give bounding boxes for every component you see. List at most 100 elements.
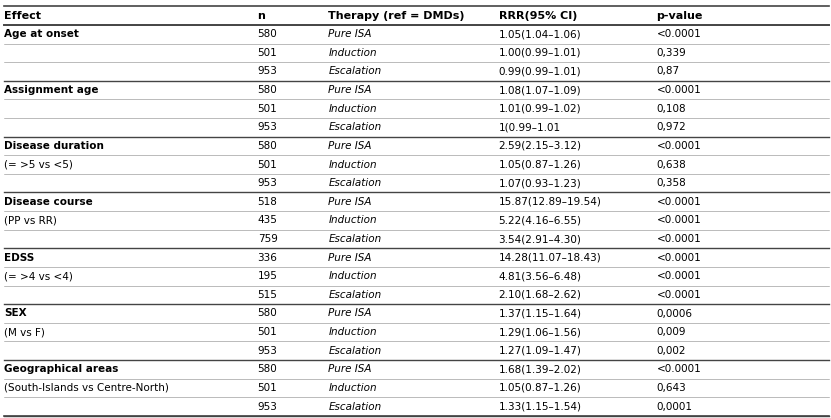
- Text: 1.68(1.39–2.02): 1.68(1.39–2.02): [499, 364, 582, 375]
- Text: <0.0001: <0.0001: [656, 252, 701, 263]
- Text: 0,87: 0,87: [656, 66, 680, 76]
- Text: 953: 953: [258, 66, 278, 76]
- Text: Escalation: Escalation: [328, 178, 381, 188]
- Text: 580: 580: [258, 85, 278, 95]
- Text: Escalation: Escalation: [328, 234, 381, 244]
- Text: 515: 515: [258, 290, 278, 300]
- Text: 1.05(0.87–1.26): 1.05(0.87–1.26): [499, 160, 582, 170]
- Text: Induction: Induction: [328, 383, 377, 393]
- Text: Pure ISA: Pure ISA: [328, 252, 371, 263]
- Text: <0.0001: <0.0001: [656, 29, 701, 39]
- Text: RRR(95% CI): RRR(95% CI): [499, 10, 577, 20]
- Text: (PP vs RR): (PP vs RR): [4, 215, 57, 225]
- Text: <0.0001: <0.0001: [656, 364, 701, 375]
- Text: n: n: [258, 10, 265, 20]
- Text: <0.0001: <0.0001: [656, 197, 701, 207]
- Text: (= >4 vs <4): (= >4 vs <4): [4, 271, 73, 281]
- Text: p-value: p-value: [656, 10, 703, 20]
- Text: Escalation: Escalation: [328, 402, 381, 412]
- Text: 0.99(0.99–1.01): 0.99(0.99–1.01): [499, 66, 581, 76]
- Text: Escalation: Escalation: [328, 122, 381, 133]
- Text: 0,638: 0,638: [656, 160, 686, 170]
- Text: 1.08(1.07–1.09): 1.08(1.07–1.09): [499, 85, 581, 95]
- Text: 1(0.99–1.01: 1(0.99–1.01: [499, 122, 561, 133]
- Text: Induction: Induction: [328, 327, 377, 337]
- Text: 501: 501: [258, 48, 278, 58]
- Text: 518: 518: [258, 197, 278, 207]
- Text: 1.33(1.15–1.54): 1.33(1.15–1.54): [499, 402, 582, 412]
- Text: 501: 501: [258, 160, 278, 170]
- Text: 0,339: 0,339: [656, 48, 686, 58]
- Text: 2.59(2.15–3.12): 2.59(2.15–3.12): [499, 141, 582, 151]
- Text: 580: 580: [258, 308, 278, 319]
- Text: 953: 953: [258, 122, 278, 133]
- Text: Pure ISA: Pure ISA: [328, 29, 371, 39]
- Text: 1.05(1.04–1.06): 1.05(1.04–1.06): [499, 29, 581, 39]
- Text: 1.37(1.15–1.64): 1.37(1.15–1.64): [499, 308, 582, 319]
- Text: SEX: SEX: [4, 308, 27, 319]
- Text: Effect: Effect: [4, 10, 42, 20]
- Text: 501: 501: [258, 383, 278, 393]
- Text: EDSS: EDSS: [4, 252, 34, 263]
- Text: 15.87(12.89–19.54): 15.87(12.89–19.54): [499, 197, 602, 207]
- Text: 5.22(4.16–6.55): 5.22(4.16–6.55): [499, 215, 582, 225]
- Text: 953: 953: [258, 178, 278, 188]
- Text: Therapy (ref = DMDs): Therapy (ref = DMDs): [328, 10, 465, 20]
- Text: (M vs F): (M vs F): [4, 327, 45, 337]
- Text: 195: 195: [258, 271, 278, 281]
- Text: 580: 580: [258, 364, 278, 375]
- Text: 0,972: 0,972: [656, 122, 686, 133]
- Text: 759: 759: [258, 234, 278, 244]
- Text: 0,358: 0,358: [656, 178, 686, 188]
- Text: 3.54(2.91–4.30): 3.54(2.91–4.30): [499, 234, 582, 244]
- Text: <0.0001: <0.0001: [656, 271, 701, 281]
- Text: Age at onset: Age at onset: [4, 29, 79, 39]
- Text: 0,0001: 0,0001: [656, 402, 692, 412]
- Text: Pure ISA: Pure ISA: [328, 85, 371, 95]
- Text: 14.28(11.07–18.43): 14.28(11.07–18.43): [499, 252, 602, 263]
- Text: Geographical areas: Geographical areas: [4, 364, 119, 375]
- Text: Induction: Induction: [328, 215, 377, 225]
- Text: Induction: Induction: [328, 160, 377, 170]
- Text: Pure ISA: Pure ISA: [328, 364, 371, 375]
- Text: Pure ISA: Pure ISA: [328, 141, 371, 151]
- Text: Escalation: Escalation: [328, 66, 381, 76]
- Text: 1.07(0.93–1.23): 1.07(0.93–1.23): [499, 178, 582, 188]
- Text: Induction: Induction: [328, 104, 377, 114]
- Text: 1.05(0.87–1.26): 1.05(0.87–1.26): [499, 383, 582, 393]
- Text: 501: 501: [258, 104, 278, 114]
- Text: 2.10(1.68–2.62): 2.10(1.68–2.62): [499, 290, 582, 300]
- Text: 580: 580: [258, 141, 278, 151]
- Text: 0,0006: 0,0006: [656, 308, 692, 319]
- Text: <0.0001: <0.0001: [656, 290, 701, 300]
- Text: Disease duration: Disease duration: [4, 141, 104, 151]
- Text: <0.0001: <0.0001: [656, 141, 701, 151]
- Text: <0.0001: <0.0001: [656, 215, 701, 225]
- Text: 435: 435: [258, 215, 278, 225]
- Text: (= >5 vs <5): (= >5 vs <5): [4, 160, 73, 170]
- Text: 501: 501: [258, 327, 278, 337]
- Text: 1.00(0.99–1.01): 1.00(0.99–1.01): [499, 48, 581, 58]
- Text: 0,009: 0,009: [656, 327, 686, 337]
- Text: Escalation: Escalation: [328, 346, 381, 356]
- Text: 953: 953: [258, 346, 278, 356]
- Text: <0.0001: <0.0001: [656, 85, 701, 95]
- Text: Assignment age: Assignment age: [4, 85, 99, 95]
- Text: 953: 953: [258, 402, 278, 412]
- Text: Pure ISA: Pure ISA: [328, 197, 371, 207]
- Text: Induction: Induction: [328, 271, 377, 281]
- Text: (South-Islands vs Centre-North): (South-Islands vs Centre-North): [4, 383, 169, 393]
- Text: 4.81(3.56–6.48): 4.81(3.56–6.48): [499, 271, 582, 281]
- Text: 0,002: 0,002: [656, 346, 686, 356]
- Text: 0,108: 0,108: [656, 104, 686, 114]
- Text: Disease course: Disease course: [4, 197, 93, 207]
- Text: 336: 336: [258, 252, 278, 263]
- Text: 580: 580: [258, 29, 278, 39]
- Text: 1.01(0.99–1.02): 1.01(0.99–1.02): [499, 104, 581, 114]
- Text: 1.29(1.06–1.56): 1.29(1.06–1.56): [499, 327, 582, 337]
- Text: 0,643: 0,643: [656, 383, 686, 393]
- Text: Escalation: Escalation: [328, 290, 381, 300]
- Text: 1.27(1.09–1.47): 1.27(1.09–1.47): [499, 346, 582, 356]
- Text: Pure ISA: Pure ISA: [328, 308, 371, 319]
- Text: <0.0001: <0.0001: [656, 234, 701, 244]
